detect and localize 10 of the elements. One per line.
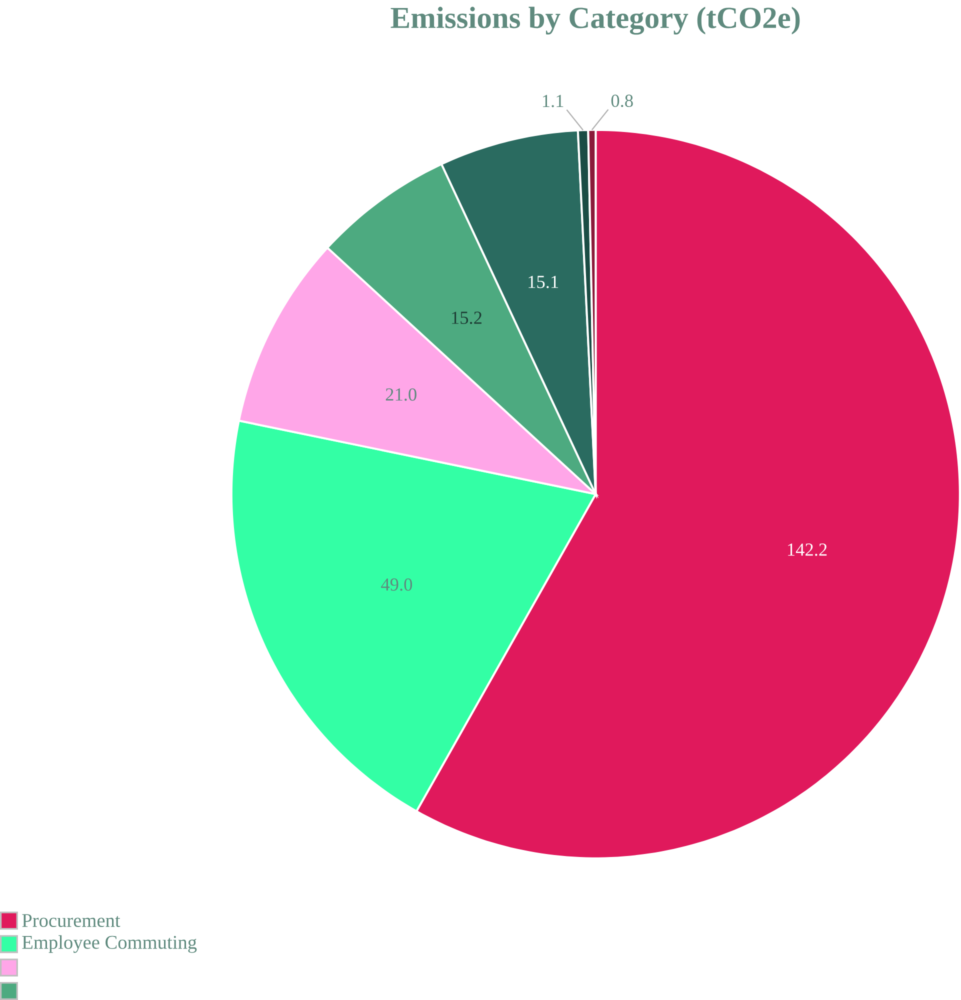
data-label: 15.2: [452, 312, 482, 324]
data-label: 142.2: [788, 544, 827, 556]
chart-title: Emissions by Category (tCO2e): [390, 6, 800, 35]
data-label: 49.0: [381, 578, 412, 591]
data-label: 1.1: [543, 94, 564, 108]
data-label: 21.0: [386, 388, 416, 401]
data-label: 15.1: [528, 276, 558, 288]
data-label: 0.8: [611, 94, 633, 108]
legend-label: Employee Commuting: [22, 935, 197, 953]
legend-label: Procurement: [22, 914, 120, 928]
